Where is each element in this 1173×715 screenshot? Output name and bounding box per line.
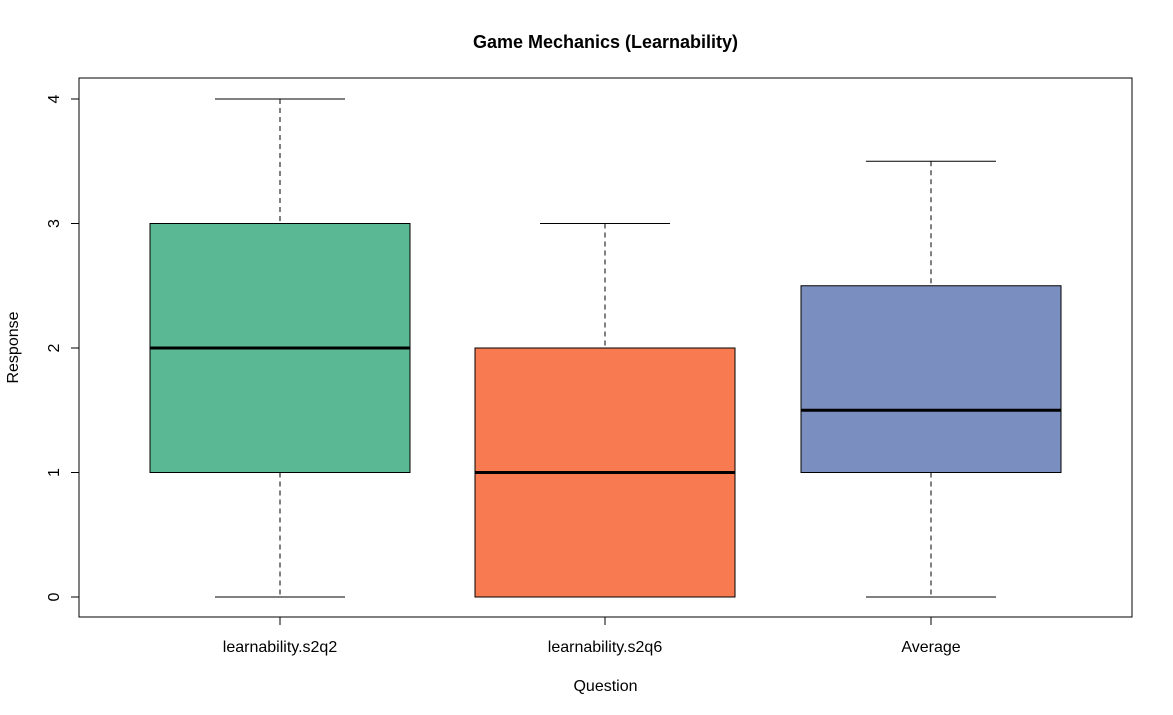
y-axis: 0 1 2 3 4 [46,94,80,601]
y-tick-label: 1 [46,468,63,477]
x-tick-label: learnability.s2q2 [223,639,338,656]
x-tick-label: learnability.s2q6 [548,639,663,656]
y-axis-label: Response [5,311,22,383]
y-tick-label: 0 [46,592,63,601]
x-tick-label: Average [901,639,960,656]
y-tick-label: 2 [46,343,63,352]
box-group [149,98,411,598]
box-group [800,160,1062,598]
y-tick-label: 3 [46,219,63,228]
chart-title: Game Mechanics (Learnability) [473,32,738,52]
x-axis-label: Question [573,678,637,695]
box-group [474,223,736,598]
box [800,285,1062,473]
y-tick-label: 4 [46,94,63,103]
x-axis: learnability.s2q2 learnability.s2q6 Averag… [223,616,961,656]
boxes-layer [149,98,1062,598]
